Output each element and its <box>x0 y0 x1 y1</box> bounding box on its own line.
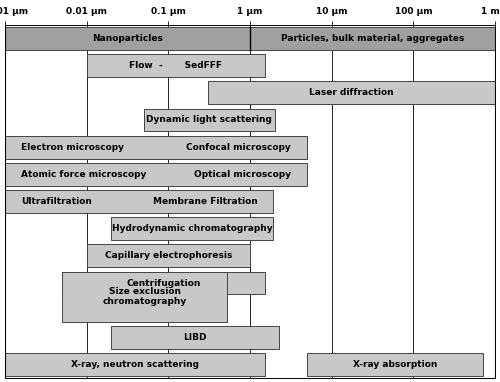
Text: Particles, bulk material, aggregates: Particles, bulk material, aggregates <box>281 34 464 43</box>
Bar <box>111 326 278 349</box>
Text: Laser diffraction: Laser diffraction <box>309 88 394 97</box>
Text: Optical microscopy: Optical microscopy <box>194 170 291 179</box>
Text: Electron microscopy: Electron microscopy <box>22 142 125 152</box>
Bar <box>5 190 273 213</box>
Bar <box>5 353 264 376</box>
Bar <box>86 54 264 77</box>
Text: Flow  -       SedFFF: Flow - SedFFF <box>129 61 222 70</box>
Bar <box>5 163 307 186</box>
Text: Dynamic light scattering: Dynamic light scattering <box>146 115 272 125</box>
Bar <box>5 136 307 159</box>
Text: Confocal microscopy: Confocal microscopy <box>186 142 291 152</box>
Text: LIBD: LIBD <box>183 333 206 342</box>
Bar <box>250 27 495 50</box>
Bar <box>86 244 250 267</box>
Bar <box>62 272 264 295</box>
Bar <box>111 217 273 240</box>
Bar <box>208 81 495 104</box>
Bar <box>144 108 274 131</box>
Text: X-ray absorption: X-ray absorption <box>353 360 437 369</box>
Text: Size exclusion
chromatography: Size exclusion chromatography <box>102 287 187 306</box>
Text: X-ray, neutron scattering: X-ray, neutron scattering <box>71 360 199 369</box>
Bar <box>307 353 483 376</box>
Text: Nanoparticles: Nanoparticles <box>92 34 163 43</box>
Bar <box>62 272 227 322</box>
Text: Hydrodynamic chromatography: Hydrodynamic chromatography <box>112 224 272 233</box>
Bar <box>5 27 250 50</box>
Text: Centrifugation: Centrifugation <box>126 278 200 288</box>
Text: Atomic force microscopy: Atomic force microscopy <box>22 170 146 179</box>
Text: Capillary electrophoresis: Capillary electrophoresis <box>104 251 232 261</box>
Text: Ultrafiltration: Ultrafiltration <box>22 197 92 206</box>
Text: Membrane Filtration: Membrane Filtration <box>154 197 258 206</box>
